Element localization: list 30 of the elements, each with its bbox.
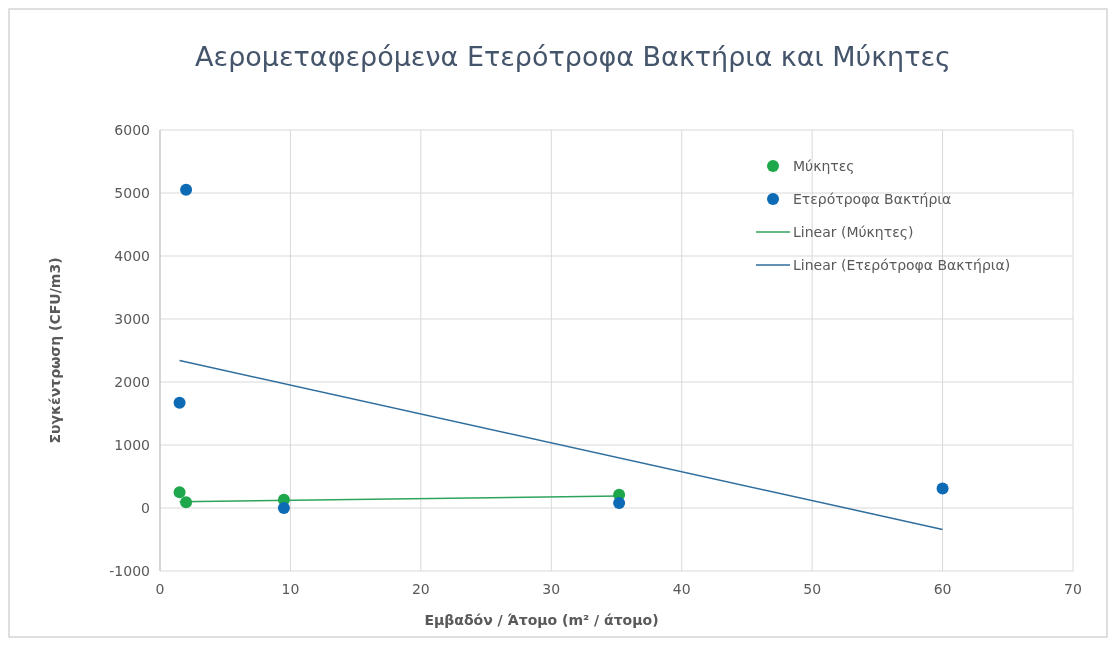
y-tick-label: 1000 [114,437,150,453]
legend-label: Ετερότροφα Βακτήρια [793,191,952,207]
legend-label: Linear (Μύκητες) [793,224,914,240]
point [613,496,626,509]
y-tick-label: 4000 [114,248,150,264]
x-tick-label: 10 [281,581,300,597]
x-tick-label: 60 [933,581,952,597]
x-tick-label: 70 [1064,581,1082,597]
x-axis-title: Εμβαδόν / Άτομο (m² / άτομο) [424,612,659,628]
y-tick-label: -1000 [109,563,150,579]
y-tick-label: 6000 [114,122,150,138]
x-tick-label: 0 [155,581,165,597]
point [173,486,186,499]
chart-title: Αερομεταφερόμενα Ετερότροφα Βακτήρια και Μύκητες [195,41,951,72]
point [180,496,193,509]
point [173,396,186,409]
point [277,502,290,514]
legend-label: Μύκητες [793,158,855,174]
x-tick-label: 20 [411,581,430,597]
x-tick-label: 40 [672,581,691,597]
point [936,482,949,495]
x-tick-label: 30 [542,581,561,597]
legend-label: Linear (Ετερότροφα Βακτήρια) [793,257,1011,273]
y-tick-label: 0 [141,500,150,516]
y-tick-label: 5000 [114,185,150,201]
point [180,183,193,196]
y-axis-title: Συγκέντρωση (CFU/m3) [47,257,63,444]
y-tick-label: 3000 [114,311,150,327]
x-tick-label: 50 [803,581,822,597]
y-tick-label: 2000 [114,374,150,390]
